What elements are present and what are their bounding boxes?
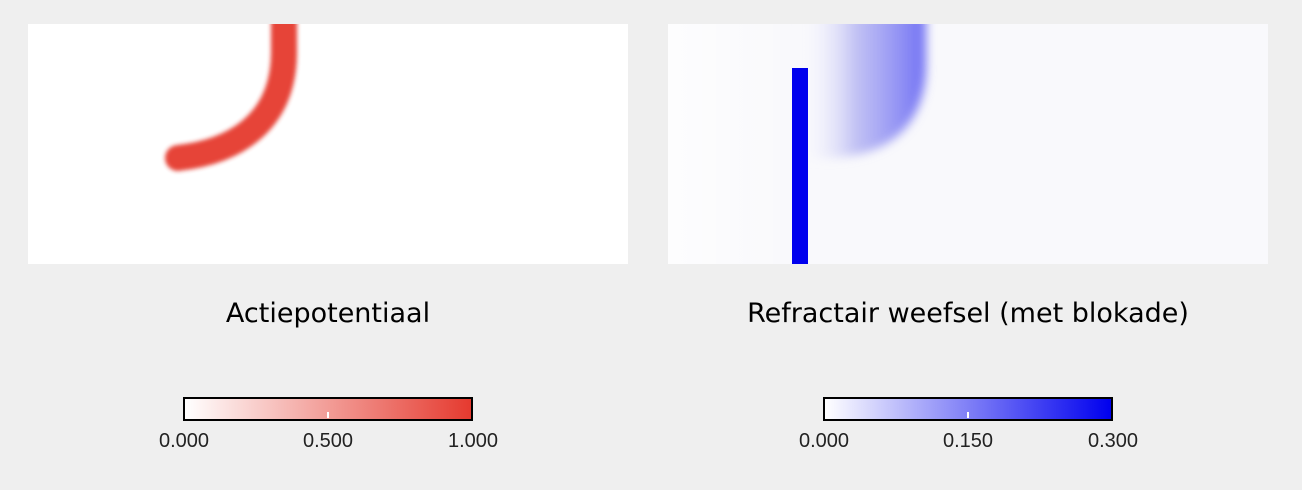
colorbar-max-label: 0.300 [1087,430,1139,452]
refractory-colorbar [823,397,1113,421]
action-potential-panel: Actiepotentiaal 0.000 0.500 1.000 [8,0,648,490]
action-potential-svg [165,24,297,171]
refractory-tissue-canvas [668,24,1268,264]
colorbar-mid-label: 0.500 [302,430,354,452]
panel-title: Refractair weefsel (met blokade) [747,298,1189,329]
colorbar-min-label: 0.000 [798,430,850,452]
refractory-tissue-svg [668,24,926,264]
refractory-tissue-panel: Refractair weefsel (met blokade) 0.000 0… [648,0,1288,490]
colorbar-tick [967,412,969,418]
conduction-block-line [792,68,808,264]
colorbar-min-label: 0.000 [158,430,210,452]
action-potential-colorbar [183,397,473,421]
colorbar-max-label: 1.000 [447,430,499,452]
colorbar-tick [327,412,329,418]
action-potential-canvas [28,24,628,264]
left-edge-shade [668,24,788,264]
action-potential-wavefront [165,24,297,171]
refractory-region [798,24,926,159]
colorbar-mid-label: 0.150 [942,430,994,452]
panel-title: Actiepotentiaal [225,298,431,329]
